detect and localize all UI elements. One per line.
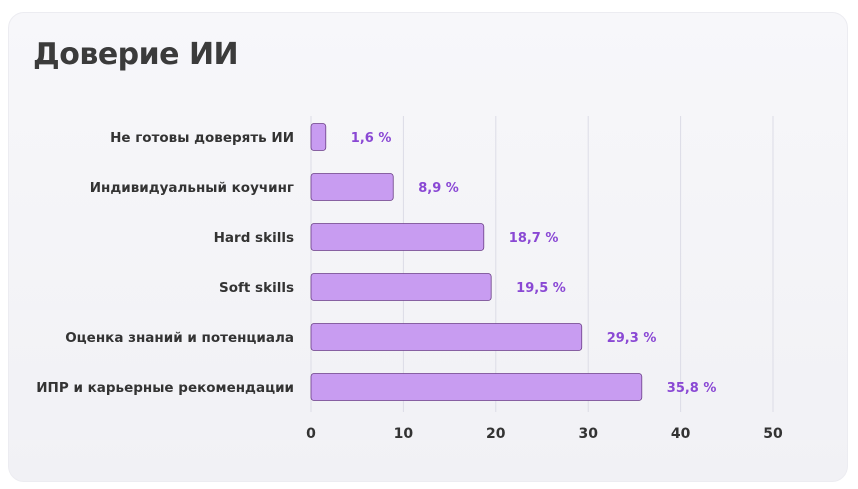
value-label: 1,6 %: [351, 131, 392, 146]
category-label: Не готовы доверять ИИ: [110, 130, 294, 146]
category-label: Оценка знаний и потенциала: [65, 330, 294, 346]
category-label: Soft skills: [219, 280, 294, 296]
bar: [310, 273, 492, 301]
bars: [310, 123, 643, 401]
x-tick-label: 40: [671, 426, 691, 442]
bar: [310, 123, 327, 151]
category-label: Hard skills: [214, 230, 294, 246]
grid-lines: [310, 116, 774, 412]
x-tick-label: 30: [578, 426, 598, 442]
chart-title: Доверие ИИ: [33, 37, 239, 72]
x-tick-label: 50: [763, 426, 783, 442]
x-tick-label: 10: [394, 426, 414, 442]
category-label: Индивидуальный коучинг: [90, 180, 294, 196]
value-label: 35,8 %: [667, 381, 717, 396]
bar: [310, 323, 583, 351]
value-label: 19,5 %: [516, 281, 566, 296]
bar: [310, 173, 394, 201]
x-tick-label: 0: [306, 426, 316, 442]
labels: 0 10 20 30 40 50 Не готовы доверять ИИ 1,6 % Инд…: [36, 130, 783, 442]
value-label: 18,7 %: [509, 231, 559, 246]
value-label: 29,3 %: [607, 331, 657, 346]
bar: [310, 373, 643, 401]
bar: [310, 223, 485, 251]
value-label: 8,9 %: [418, 181, 459, 196]
category-label: ИПР и карьерные рекомендации: [36, 380, 294, 396]
x-tick-label: 20: [486, 426, 506, 442]
